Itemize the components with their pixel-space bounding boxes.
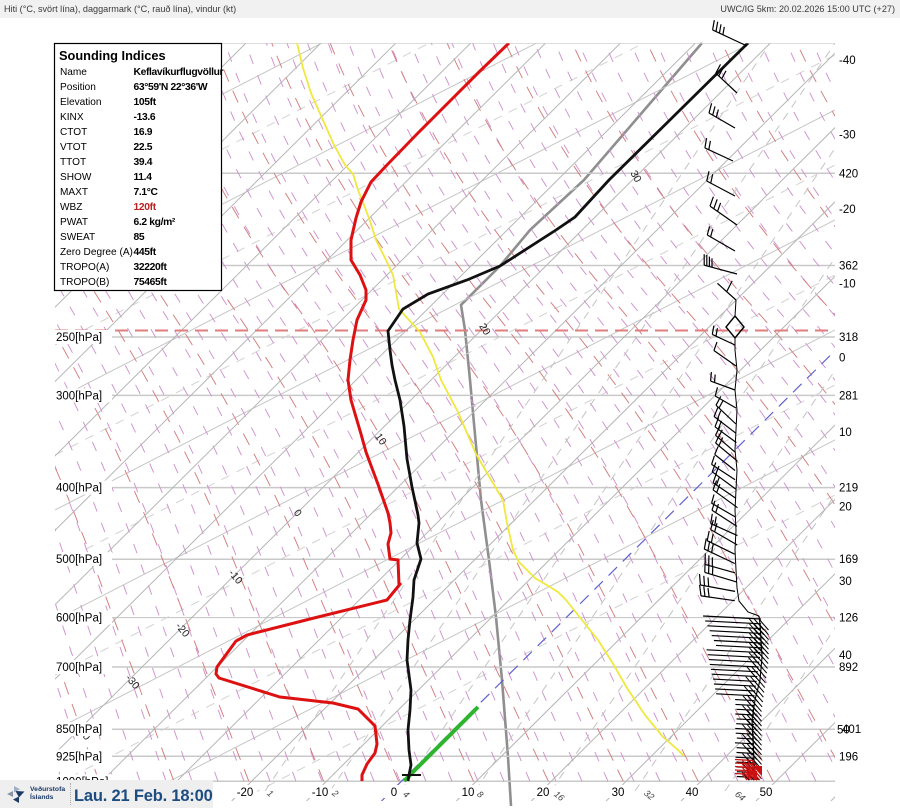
svg-text:20: 20 (839, 501, 852, 513)
svg-text:TROPO(B): TROPO(B) (60, 277, 109, 288)
svg-text:-20: -20 (173, 620, 192, 639)
svg-text:401: 401 (842, 724, 861, 736)
svg-text:75465ft: 75465ft (134, 277, 168, 288)
svg-text:WBZ: WBZ (60, 202, 82, 213)
svg-text:250[hPa]: 250[hPa] (56, 332, 102, 344)
svg-text:500[hPa]: 500[hPa] (56, 554, 102, 566)
svg-text:6.2 kg/m²: 6.2 kg/m² (134, 217, 176, 228)
svg-text:400[hPa]: 400[hPa] (56, 483, 102, 495)
svg-text:85: 85 (134, 232, 145, 243)
svg-text:Position: Position (60, 82, 96, 93)
svg-text:7.1°C: 7.1°C (134, 187, 159, 198)
svg-text:KINX: KINX (60, 112, 84, 123)
svg-text:169: 169 (839, 554, 858, 566)
svg-text:-20: -20 (839, 204, 856, 216)
svg-text:-10: -10 (312, 787, 329, 799)
svg-text:-40: -40 (839, 55, 856, 67)
svg-text:VTOT: VTOT (60, 142, 87, 153)
svg-text:300[hPa]: 300[hPa] (56, 390, 102, 402)
svg-text:20: 20 (476, 321, 493, 337)
svg-text:362: 362 (839, 261, 858, 273)
svg-text:10: 10 (372, 431, 389, 448)
svg-text:420: 420 (839, 168, 858, 180)
svg-text:40: 40 (686, 787, 699, 799)
svg-text:600[hPa]: 600[hPa] (56, 613, 102, 625)
svg-text:10: 10 (462, 787, 475, 799)
svg-text:892: 892 (839, 662, 858, 674)
svg-text:Name: Name (60, 67, 87, 78)
svg-text:64: 64 (733, 789, 747, 803)
svg-text:196: 196 (839, 751, 858, 763)
svg-text:SWEAT: SWEAT (60, 232, 95, 243)
svg-text:219: 219 (839, 483, 858, 495)
svg-text:0: 0 (391, 787, 397, 799)
svg-text:MAXT: MAXT (60, 187, 88, 198)
svg-text:Zero Degree (A): Zero Degree (A) (60, 247, 133, 258)
svg-text:TTOT: TTOT (60, 157, 86, 168)
svg-text:39.4: 39.4 (134, 157, 153, 168)
svg-text:126: 126 (839, 613, 858, 625)
svg-text:-30: -30 (839, 130, 856, 142)
svg-text:11.4: 11.4 (134, 172, 153, 183)
svg-text:-13.6: -13.6 (134, 112, 156, 123)
svg-text:30: 30 (612, 787, 625, 799)
svg-text:850[hPa]: 850[hPa] (56, 724, 102, 736)
svg-text:22.5: 22.5 (134, 142, 153, 153)
svg-text:-10: -10 (839, 278, 856, 290)
svg-text:50: 50 (760, 787, 773, 799)
svg-text:-30: -30 (123, 672, 142, 691)
svg-text:SHOW: SHOW (60, 172, 92, 183)
svg-text:40: 40 (839, 650, 852, 662)
svg-text:20: 20 (537, 787, 550, 799)
svg-text:Keflavíkurflugvöllur: Keflavíkurflugvöllur (134, 67, 224, 78)
svg-text:0: 0 (839, 353, 845, 365)
svg-text:16.9: 16.9 (134, 127, 153, 138)
svg-text:Sounding Indices: Sounding Indices (59, 48, 166, 63)
svg-text:281: 281 (839, 390, 858, 402)
svg-text:CTOT: CTOT (60, 127, 87, 138)
svg-text:PWAT: PWAT (60, 217, 88, 228)
svg-text:700[hPa]: 700[hPa] (56, 662, 102, 674)
svg-text:Elevation: Elevation (60, 97, 102, 108)
svg-text:318: 318 (839, 332, 858, 344)
svg-text:32: 32 (642, 788, 656, 802)
svg-text:10: 10 (839, 427, 852, 439)
svg-text:63°59'N 22°36'W: 63°59'N 22°36'W (134, 82, 208, 93)
svg-text:105ft: 105ft (134, 97, 157, 108)
svg-text:32220ft: 32220ft (134, 262, 168, 273)
svg-text:-20: -20 (237, 787, 254, 799)
svg-text:925[hPa]: 925[hPa] (56, 751, 102, 763)
svg-text:1: 1 (265, 788, 275, 799)
svg-text:120ft: 120ft (134, 202, 157, 213)
svg-text:TROPO(A): TROPO(A) (60, 262, 109, 273)
svg-text:30: 30 (839, 576, 852, 588)
svg-text:445ft: 445ft (134, 247, 157, 258)
